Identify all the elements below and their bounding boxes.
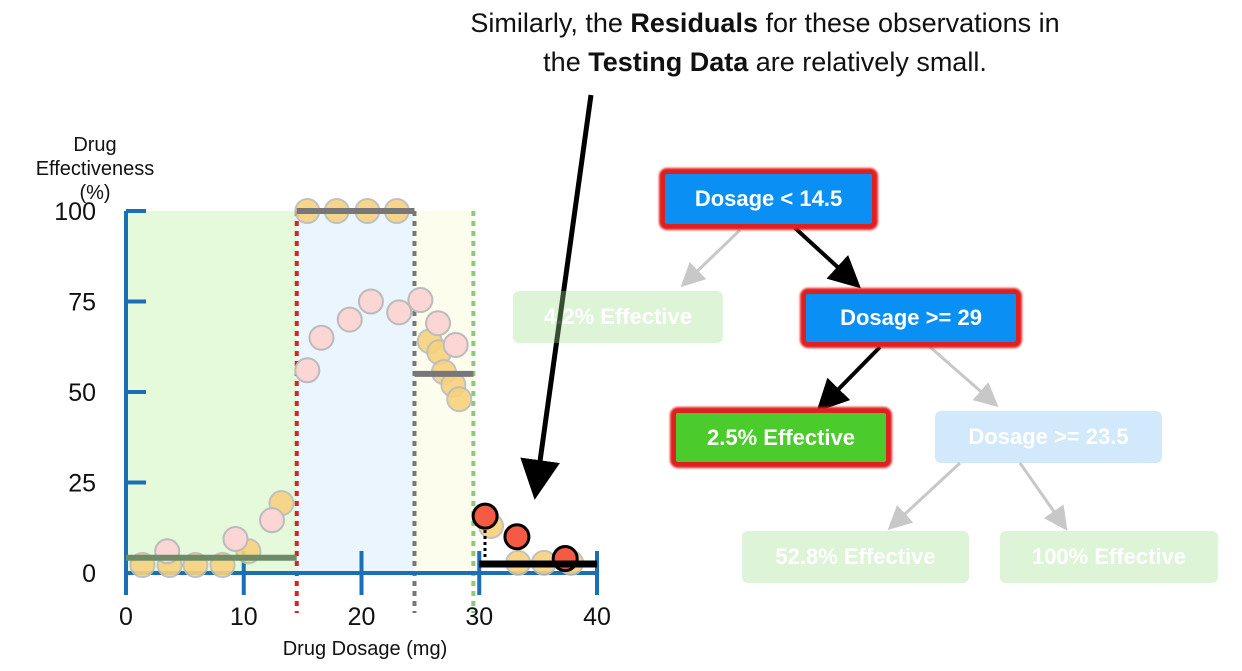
x-axis-label: Drug Dosage (mg)	[283, 638, 448, 660]
y-tick-label: 50	[68, 379, 96, 407]
y-tick-label: 25	[68, 470, 96, 498]
caption-text: Similarly, the	[470, 8, 631, 38]
tree-edge	[887, 461, 962, 531]
x-tick-label: 0	[119, 603, 133, 631]
point-testing	[294, 357, 321, 384]
tree-leaf-52-8: 52.8% Effective	[742, 531, 969, 583]
tree-leaf-4-2: 4.2% Effective	[513, 291, 723, 343]
point-testing	[386, 299, 413, 326]
tree-root-node: Dosage < 14.5	[661, 170, 876, 228]
point-testing	[222, 525, 249, 552]
tree-edge	[929, 345, 999, 407]
x-tick-label: 30	[465, 603, 493, 631]
point-testing	[425, 310, 452, 337]
y-axis-label: Drug Effectiveness (%)	[35, 134, 155, 204]
point-testing	[259, 507, 286, 534]
point-testing-highlighted	[503, 523, 531, 551]
tree-edge	[1018, 462, 1068, 531]
y-tick-label: 75	[68, 289, 96, 317]
tree-edge	[680, 228, 742, 288]
point-testing	[308, 324, 335, 351]
tree-leaf-100: 100% Effective	[1000, 531, 1218, 583]
point-testing	[407, 287, 434, 314]
caption-text: are relatively small.	[748, 47, 987, 77]
caption: Similarly, the Residuals for these obser…	[455, 4, 1075, 82]
tree-node-dosage-23-5: Dosage >= 23.5	[935, 411, 1162, 463]
point-training	[446, 386, 473, 413]
y-tick-label: 0	[82, 560, 96, 588]
x-tick-label: 40	[583, 603, 611, 631]
annotation-arrow	[520, 94, 594, 500]
x-tick-label: 10	[230, 603, 258, 631]
caption-bold-residuals: Residuals	[630, 8, 758, 38]
x-tick-label: 20	[348, 603, 376, 631]
region-shade	[296, 211, 415, 573]
point-testing	[336, 306, 363, 333]
caption-text: for these observations in the	[543, 8, 1060, 77]
tree-edge-active	[816, 345, 882, 412]
tree-edge-active	[793, 226, 861, 289]
caption-bold-testing: Testing Data	[588, 47, 749, 77]
point-testing-highlighted	[471, 502, 499, 530]
point-testing	[357, 288, 384, 315]
tree-leaf-2-5: 2.5% Effective	[672, 409, 890, 466]
point-testing	[442, 331, 469, 358]
tree-node-dosage-29: Dosage >= 29	[802, 290, 1020, 346]
y-tick-label: 100	[54, 198, 96, 226]
